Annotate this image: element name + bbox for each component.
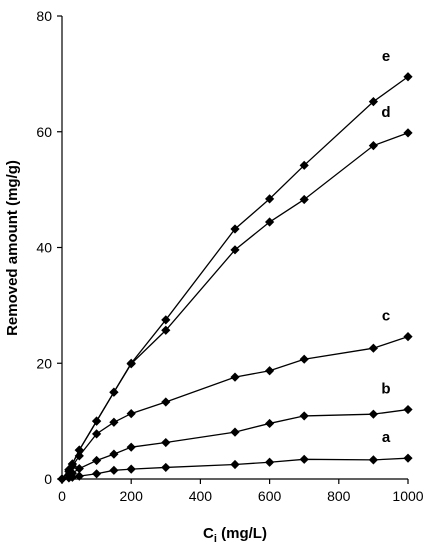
data-point-a	[109, 465, 119, 475]
data-point-e	[368, 97, 378, 107]
data-point-b	[74, 463, 84, 474]
data-point-a	[92, 469, 102, 479]
data-point-a	[265, 457, 275, 467]
data-point-e	[64, 465, 74, 475]
data-point-c	[161, 397, 171, 407]
x-tick-label: 400	[189, 488, 213, 504]
x-tick-label: 1000	[392, 488, 423, 504]
series-label-d: d	[381, 104, 390, 121]
data-point-e	[230, 224, 240, 234]
y-tick-label: 20	[36, 355, 52, 371]
y-tick-label: 40	[36, 240, 52, 256]
data-point-e	[74, 445, 84, 455]
series-label-e: e	[382, 48, 390, 65]
series-label-b: b	[381, 381, 390, 398]
data-point-e	[299, 160, 309, 170]
x-tick-label: 600	[258, 488, 282, 504]
data-point-c	[299, 354, 309, 364]
data-point-d	[403, 128, 413, 138]
x-tick-label: 800	[327, 488, 351, 504]
data-point-c	[230, 372, 240, 382]
data-point-d	[299, 194, 309, 205]
y-tick-label: 80	[36, 8, 52, 24]
data-point-b	[126, 442, 136, 452]
data-point-e	[109, 387, 119, 397]
x-axis-label: Ci (mg/L)	[203, 525, 267, 545]
x-tick-label: 0	[58, 488, 66, 504]
data-point-b	[265, 418, 275, 429]
series-label-c: c	[382, 308, 390, 325]
y-axis-label: Removed amount (mg/g)	[4, 160, 21, 336]
data-point-b	[368, 409, 378, 419]
data-point-b	[403, 404, 413, 415]
data-point-b	[230, 427, 240, 437]
y-tick-label: 0	[44, 471, 52, 487]
data-point-a	[299, 454, 309, 464]
data-point-e	[126, 358, 136, 368]
data-point-d	[230, 245, 240, 255]
data-point-c	[74, 451, 84, 461]
data-point-e	[67, 459, 77, 469]
x-axis-label-main: C	[203, 525, 214, 542]
series-markers	[57, 72, 413, 484]
data-point-e	[57, 474, 67, 484]
data-point-b	[299, 411, 309, 421]
x-axis-label-subscript: i	[214, 533, 217, 545]
data-point-a	[368, 455, 378, 465]
data-point-c	[109, 417, 119, 427]
series-label-a: a	[382, 429, 391, 446]
data-point-a	[403, 453, 413, 463]
data-point-c	[265, 366, 275, 376]
data-point-d	[265, 217, 275, 227]
data-point-a	[126, 464, 136, 474]
data-point-e	[265, 194, 275, 204]
data-point-d	[368, 141, 378, 151]
data-point-b	[92, 455, 102, 466]
x-tick-label: 200	[120, 488, 144, 504]
data-point-b	[161, 437, 171, 448]
data-point-e	[161, 315, 171, 325]
data-point-b	[67, 468, 77, 478]
data-point-e	[92, 416, 102, 426]
data-point-a	[74, 471, 84, 481]
series-labels: a b c d e	[381, 48, 390, 446]
data-point-c	[403, 332, 413, 342]
data-point-c	[92, 429, 102, 439]
y-tick-label: 60	[36, 124, 52, 140]
data-point-a	[161, 462, 171, 473]
data-point-b	[109, 449, 119, 459]
data-point-e	[403, 72, 413, 82]
series-line-d	[61, 132, 409, 480]
data-point-a	[230, 459, 240, 470]
data-point-d	[161, 325, 171, 335]
data-point-c	[368, 343, 378, 353]
data-point-c	[126, 409, 136, 419]
x-axis-label-unit: (mg/L)	[217, 525, 267, 542]
